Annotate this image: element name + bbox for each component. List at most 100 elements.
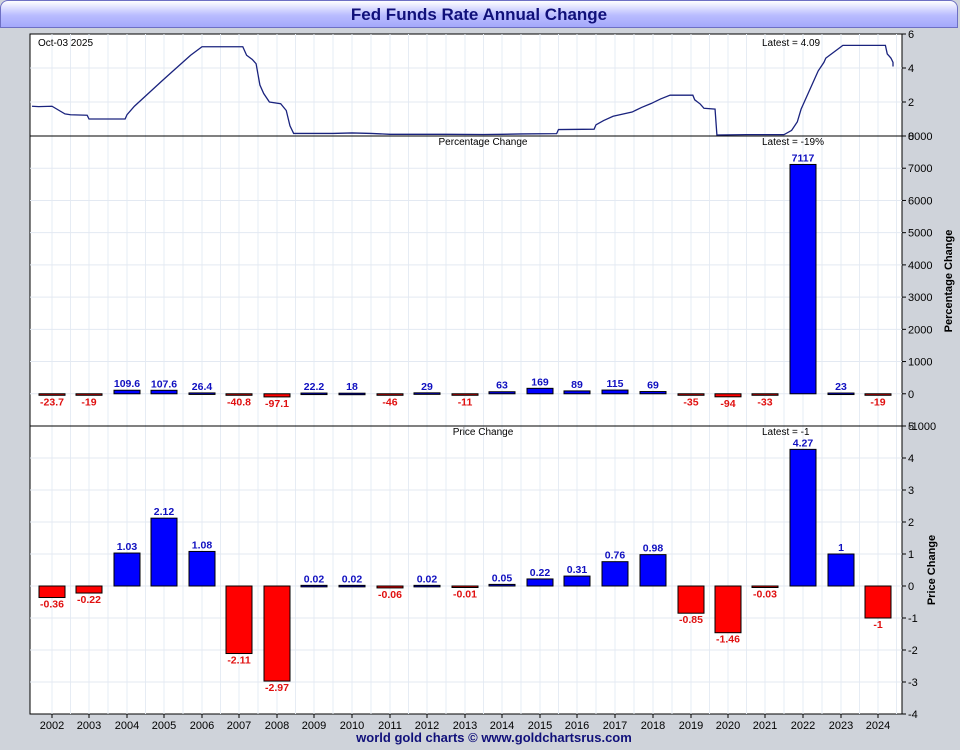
fed-funds-rate-line bbox=[31, 44, 894, 136]
plot-frame bbox=[29, 33, 903, 715]
latest-label: Latest = -19% bbox=[762, 137, 824, 148]
data-label: 0.98 bbox=[643, 543, 664, 555]
positive-bar bbox=[526, 387, 554, 395]
positive-bar bbox=[113, 552, 141, 587]
y-tick-label: 4000 bbox=[908, 260, 932, 272]
data-label: 29 bbox=[421, 381, 433, 393]
data-label: 4.27 bbox=[793, 437, 814, 449]
data-label: 2.12 bbox=[154, 506, 175, 518]
data-label: -0.36 bbox=[40, 599, 64, 611]
negative-bar bbox=[677, 393, 705, 396]
negative-bar bbox=[75, 585, 103, 594]
data-label: 7117 bbox=[792, 152, 815, 164]
positive-bar bbox=[526, 578, 554, 587]
negative-bar bbox=[864, 585, 892, 619]
positive-bar bbox=[150, 389, 178, 395]
positive-bar bbox=[639, 391, 667, 395]
data-label: -11 bbox=[458, 396, 473, 408]
x-tick-label: 2003 bbox=[77, 720, 101, 732]
positive-bar bbox=[338, 392, 366, 396]
data-label: 69 bbox=[647, 380, 659, 392]
panel-subtitle: Percentage Change bbox=[439, 137, 528, 148]
date-label: Oct-03 2025 bbox=[38, 38, 93, 49]
y-tick-label: 8000 bbox=[908, 131, 932, 143]
y-axis-label: Percentage Change bbox=[943, 230, 955, 333]
data-label: -0.01 bbox=[453, 589, 477, 601]
y-tick-label: 4 bbox=[908, 63, 914, 75]
y-tick-label: -2 bbox=[908, 645, 918, 657]
negative-bar bbox=[751, 585, 779, 588]
negative-bar bbox=[451, 393, 479, 396]
y-tick-label: 5000 bbox=[908, 228, 932, 240]
x-tick-label: 2002 bbox=[40, 720, 64, 732]
x-tick-label: 2013 bbox=[453, 720, 477, 732]
y-tick-label: 4 bbox=[908, 453, 914, 465]
y-tick-label: 0 bbox=[908, 581, 914, 593]
y-tick-label: 1 bbox=[908, 549, 914, 561]
data-label: 0.02 bbox=[304, 573, 325, 585]
y-tick-label: -3 bbox=[908, 677, 918, 689]
positive-bar bbox=[413, 584, 441, 588]
x-tick-label: 2006 bbox=[190, 720, 214, 732]
x-tick-label: 2012 bbox=[415, 720, 439, 732]
data-label: -1 bbox=[873, 619, 882, 631]
negative-bar bbox=[75, 393, 103, 396]
negative-bar bbox=[376, 393, 404, 396]
x-tick-label: 2010 bbox=[340, 720, 364, 732]
negative-bar bbox=[263, 393, 291, 398]
x-tick-label: 2008 bbox=[265, 720, 289, 732]
negative-bar bbox=[38, 393, 66, 396]
positive-bar bbox=[188, 550, 216, 587]
data-label: 0.22 bbox=[530, 567, 551, 579]
positive-bar bbox=[300, 392, 328, 396]
positive-bar bbox=[150, 517, 178, 587]
positive-bar bbox=[488, 391, 516, 395]
positive-bar bbox=[563, 575, 591, 587]
data-label: 109.6 bbox=[114, 378, 140, 390]
data-label: -0.06 bbox=[378, 589, 402, 601]
x-tick-label: 2015 bbox=[528, 720, 552, 732]
x-axis: 2002 2003 2004 2005 2006 2007 2008 2009 2010 2011… bbox=[40, 714, 890, 732]
y-tick-label: 2000 bbox=[908, 324, 932, 336]
negative-bar bbox=[225, 393, 253, 396]
data-label: 115 bbox=[607, 378, 624, 390]
latest-rate-label: Latest = 4.09 bbox=[762, 38, 821, 49]
x-tick-label: 2016 bbox=[565, 720, 589, 732]
negative-bar bbox=[864, 393, 892, 396]
y-tick-label: 3000 bbox=[908, 292, 932, 304]
data-label: -19 bbox=[870, 396, 885, 408]
data-label: 107.6 bbox=[151, 378, 177, 390]
data-label: 0.02 bbox=[342, 573, 363, 585]
data-label: -19 bbox=[81, 396, 96, 408]
x-tick-label: 2021 bbox=[753, 720, 777, 732]
negative-bar bbox=[451, 585, 479, 588]
negative-bar bbox=[225, 585, 253, 655]
data-label: -46 bbox=[382, 396, 397, 408]
x-tick-label: 2022 bbox=[791, 720, 815, 732]
y-tick-label: 0 bbox=[908, 131, 914, 143]
positive-bar bbox=[827, 392, 855, 396]
data-label: 89 bbox=[571, 379, 583, 391]
data-label: -0.85 bbox=[679, 614, 703, 626]
y-axis-label: Price Change bbox=[926, 535, 938, 605]
positive-bar bbox=[113, 389, 141, 395]
data-label: 26.4 bbox=[192, 381, 213, 393]
footer-credit: world gold charts © www.goldchartsrus.co… bbox=[356, 730, 632, 745]
y-tick-label: -1000 bbox=[908, 421, 936, 433]
data-label: -2.11 bbox=[227, 655, 251, 667]
x-tick-label: 2017 bbox=[603, 720, 627, 732]
negative-bar bbox=[714, 393, 742, 398]
y-tick-label: 1000 bbox=[908, 357, 932, 369]
y-tick-label: 6000 bbox=[908, 195, 932, 207]
positive-bar bbox=[188, 392, 216, 395]
x-tick-label: 2005 bbox=[152, 720, 176, 732]
positive-bar bbox=[563, 390, 591, 395]
negative-bar bbox=[714, 585, 742, 634]
x-tick-label: 2004 bbox=[115, 720, 139, 732]
data-label: -35 bbox=[683, 396, 698, 408]
positive-bar bbox=[789, 448, 817, 587]
data-label: 169 bbox=[531, 376, 549, 388]
y-tick-label: 7000 bbox=[908, 163, 932, 175]
data-label: -97.1 bbox=[265, 398, 289, 410]
